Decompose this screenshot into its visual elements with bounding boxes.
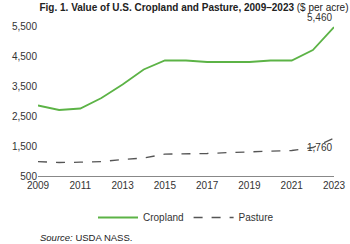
- svg-text:2019: 2019: [238, 180, 261, 191]
- svg-text:4,500: 4,500: [12, 51, 37, 62]
- svg-text:2015: 2015: [154, 180, 177, 191]
- svg-text:5,460: 5,460: [307, 12, 332, 23]
- svg-text:Pasture: Pasture: [239, 212, 274, 223]
- svg-text:3,500: 3,500: [12, 81, 37, 92]
- svg-text:500: 500: [20, 171, 37, 182]
- svg-text:Fig. 1. Value of U.S. Cropland: Fig. 1. Value of U.S. Cropland and Pastu…: [39, 2, 348, 13]
- svg-text:2009: 2009: [27, 180, 50, 191]
- svg-text:Source: USDA NASS.: Source: USDA NASS.: [40, 232, 132, 243]
- svg-text:Cropland: Cropland: [143, 212, 184, 223]
- svg-text:2021: 2021: [281, 180, 304, 191]
- svg-text:2017: 2017: [196, 180, 219, 191]
- svg-text:2023: 2023: [323, 180, 346, 191]
- svg-text:1,760: 1,760: [307, 142, 332, 153]
- svg-text:2013: 2013: [111, 180, 134, 191]
- svg-text:1,500: 1,500: [12, 141, 37, 152]
- svg-text:5,500: 5,500: [12, 21, 37, 32]
- svg-text:2011: 2011: [70, 180, 92, 191]
- svg-text:2,500: 2,500: [12, 111, 37, 122]
